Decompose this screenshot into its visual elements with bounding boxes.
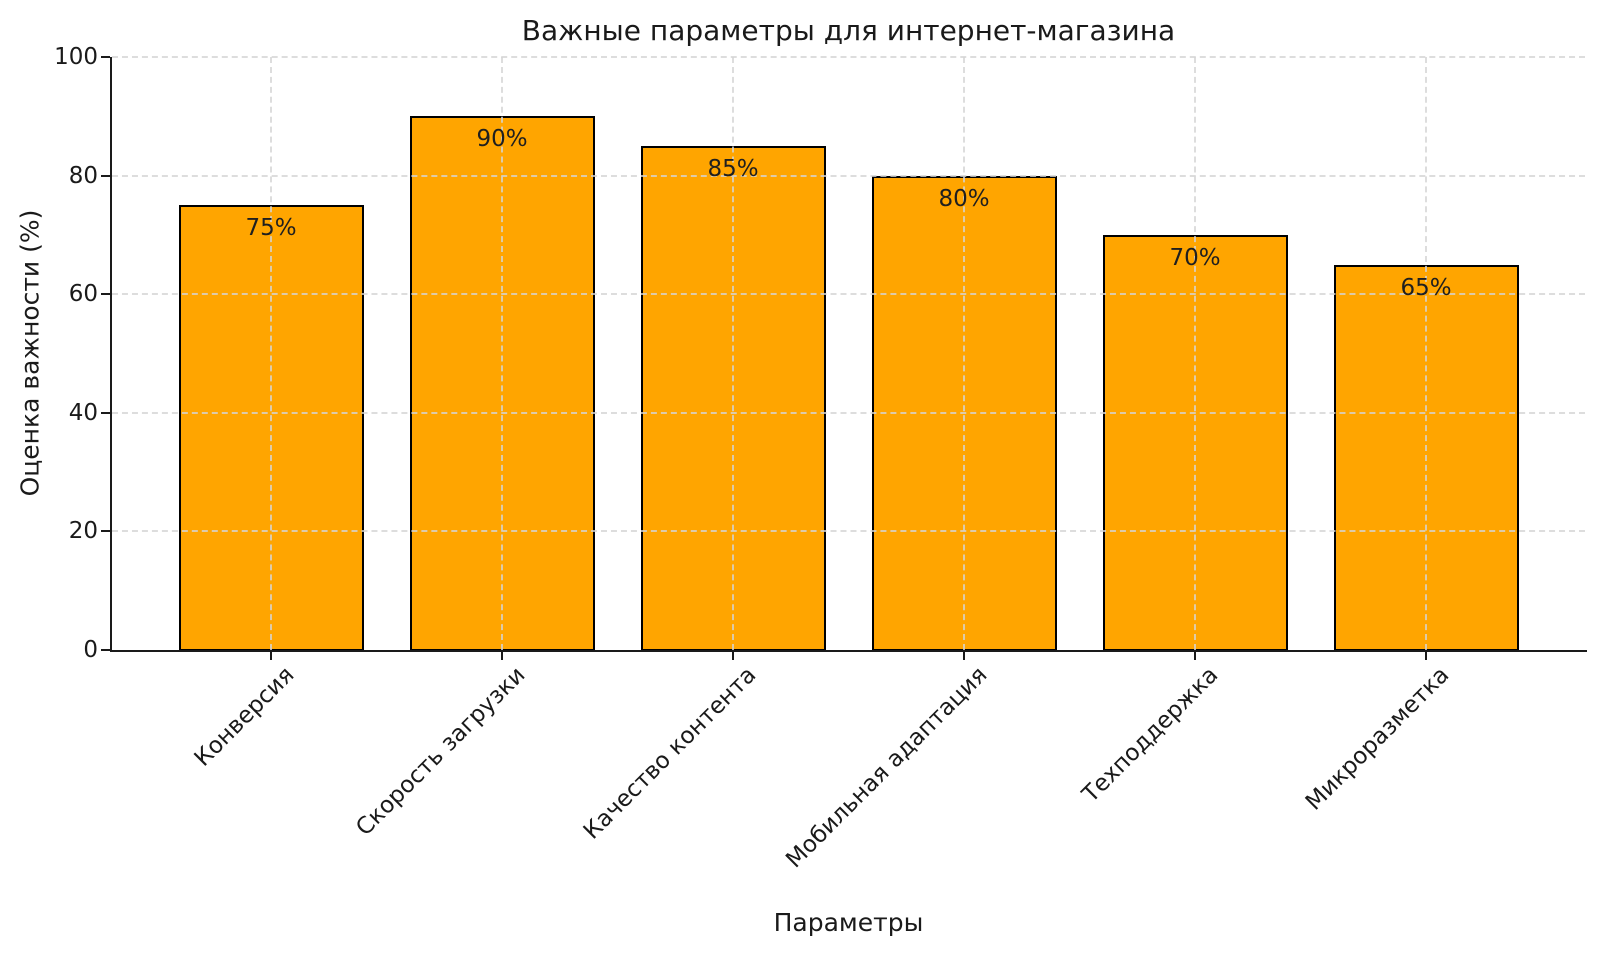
y-tick <box>101 56 110 58</box>
x-tick <box>732 651 734 660</box>
bottom-axis-spine <box>110 650 1587 652</box>
x-tick <box>501 651 503 660</box>
x-tick-label: Мобильная адаптация <box>781 662 993 874</box>
x-tick-label: Техподдержка <box>1077 662 1224 808</box>
x-tick <box>270 651 272 660</box>
bar-value-label: 85% <box>707 155 759 182</box>
h-gridline <box>112 56 1585 58</box>
chart-title: Важные параметры для интернет-магазина <box>521 14 1176 47</box>
x-tick-label: Качество контента <box>578 662 762 845</box>
x-axis-label: Параметры <box>773 908 924 937</box>
h-gridline <box>112 530 1585 533</box>
y-tick-label: 40 <box>68 399 98 426</box>
x-tick <box>963 651 965 660</box>
x-tick-label: Скорость загрузки <box>351 662 531 842</box>
y-tick <box>101 530 110 533</box>
h-gridline <box>112 411 1585 414</box>
bar-value-label: 75% <box>245 215 297 242</box>
y-tick <box>101 174 110 177</box>
v-gridline <box>1194 57 1196 650</box>
y-tick-label: 0 <box>83 637 98 663</box>
h-gridline <box>112 293 1585 296</box>
y-axis-label: Оценка важности (%) <box>15 209 45 497</box>
left-axis-spine <box>110 57 112 652</box>
x-tick-label: Конверсия <box>189 662 300 772</box>
bar-value-label: 90% <box>476 126 528 153</box>
x-tick <box>1425 651 1427 660</box>
bar-value-label: 80% <box>938 185 990 212</box>
x-tick-label: Микроразметка <box>1300 662 1455 816</box>
y-tick-label: 100 <box>54 44 98 70</box>
v-gridline <box>1425 57 1427 650</box>
y-tick <box>101 649 110 651</box>
x-tick <box>1194 651 1196 660</box>
y-tick <box>101 411 110 414</box>
y-tick <box>101 293 110 296</box>
v-gridline <box>963 57 965 650</box>
y-tick-label: 60 <box>68 281 98 308</box>
y-tick-label: 20 <box>68 518 98 545</box>
v-gridline <box>270 57 272 650</box>
bar-value-label: 70% <box>1169 244 1221 271</box>
y-tick-label: 80 <box>68 162 98 189</box>
h-gridline <box>112 174 1585 177</box>
v-gridline <box>732 57 734 650</box>
v-gridline <box>501 57 503 650</box>
bar-value-label: 65% <box>1400 274 1452 301</box>
